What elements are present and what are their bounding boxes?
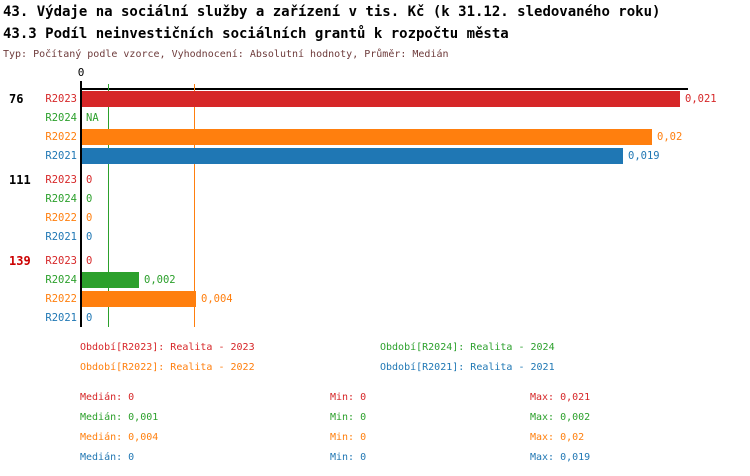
row-label-r2024: R2024: [45, 112, 77, 124]
legend-item-r2021: Období[R2021]: Realita - 2021: [380, 362, 555, 373]
chart-meta-line: Typ: Počítaný podle vzorce, Vyhodnocení:…: [3, 49, 449, 60]
group-label-111: 111: [9, 173, 31, 187]
axis-zero-tick-label: 0: [77, 66, 85, 79]
row-label-r2022: R2022: [45, 212, 77, 224]
value-label-76-r2024: NA: [86, 112, 99, 124]
value-label-139-r2021: 0: [86, 312, 93, 324]
value-label-111-r2024: 0: [86, 193, 93, 205]
bar-139-r2024: [82, 272, 139, 288]
stat-min-r2024: Min: 0: [330, 412, 367, 423]
stat-median-r2024: Medián: 0,001: [80, 412, 159, 423]
stat-median-r2022: Medián: 0,004: [80, 432, 159, 443]
value-label-111-r2021: 0: [86, 231, 93, 243]
y-axis-line: [80, 88, 82, 327]
value-label-111-r2023: 0: [86, 174, 93, 186]
chart-subtitle: 43.3 Podíl neinvestičních sociálních gra…: [3, 26, 509, 42]
bar-76-r2022: [82, 129, 652, 145]
row-label-r2024: R2024: [45, 193, 77, 205]
stat-min-r2022: Min: 0: [330, 432, 367, 443]
value-label-76-r2021: 0,019: [628, 150, 660, 162]
group-label-139: 139: [9, 254, 31, 268]
bar-139-r2022: [82, 291, 196, 307]
stat-max-r2023: Max: 0,021: [530, 392, 591, 403]
x-axis-line: [80, 88, 688, 90]
legend-item-r2023: Období[R2023]: Realita - 2023: [80, 342, 255, 353]
stat-median-r2021: Medián: 0: [80, 452, 135, 463]
row-label-r2022: R2022: [45, 131, 77, 143]
page-title: 43. Výdaje na sociální služby a zařízení…: [3, 4, 661, 20]
legend-item-r2024: Období[R2024]: Realita - 2024: [380, 342, 555, 353]
legend-item-r2022: Období[R2022]: Realita - 2022: [80, 362, 255, 373]
stat-max-r2021: Max: 0,019: [530, 452, 591, 463]
row-label-r2021: R2021: [45, 231, 77, 243]
bar-76-r2023: [82, 91, 680, 107]
stat-max-r2022: Max: 0,02: [530, 432, 585, 443]
row-label-r2021: R2021: [45, 150, 77, 162]
value-label-76-r2022: 0,02: [657, 131, 683, 143]
row-label-r2023: R2023: [45, 255, 77, 267]
value-label-111-r2022: 0: [86, 212, 93, 224]
value-label-139-r2024: 0,002: [144, 274, 176, 286]
stat-max-r2024: Max: 0,002: [530, 412, 591, 423]
row-label-r2023: R2023: [45, 174, 77, 186]
value-label-139-r2023: 0: [86, 255, 93, 267]
stat-median-r2023: Medián: 0: [80, 392, 135, 403]
row-label-r2023: R2023: [45, 93, 77, 105]
value-label-76-r2023: 0,021: [685, 93, 717, 105]
row-label-r2024: R2024: [45, 274, 77, 286]
group-label-76: 76: [9, 92, 24, 106]
value-label-139-r2022: 0,004: [201, 293, 233, 305]
median-line-r2022: [194, 84, 195, 327]
axis-tick-mark: [80, 81, 82, 89]
stat-min-r2021: Min: 0: [330, 452, 367, 463]
stat-min-r2023: Min: 0: [330, 392, 367, 403]
median-line-r2024: [108, 84, 109, 327]
bar-76-r2021: [82, 148, 623, 164]
row-label-r2021: R2021: [45, 312, 77, 324]
row-label-r2022: R2022: [45, 293, 77, 305]
